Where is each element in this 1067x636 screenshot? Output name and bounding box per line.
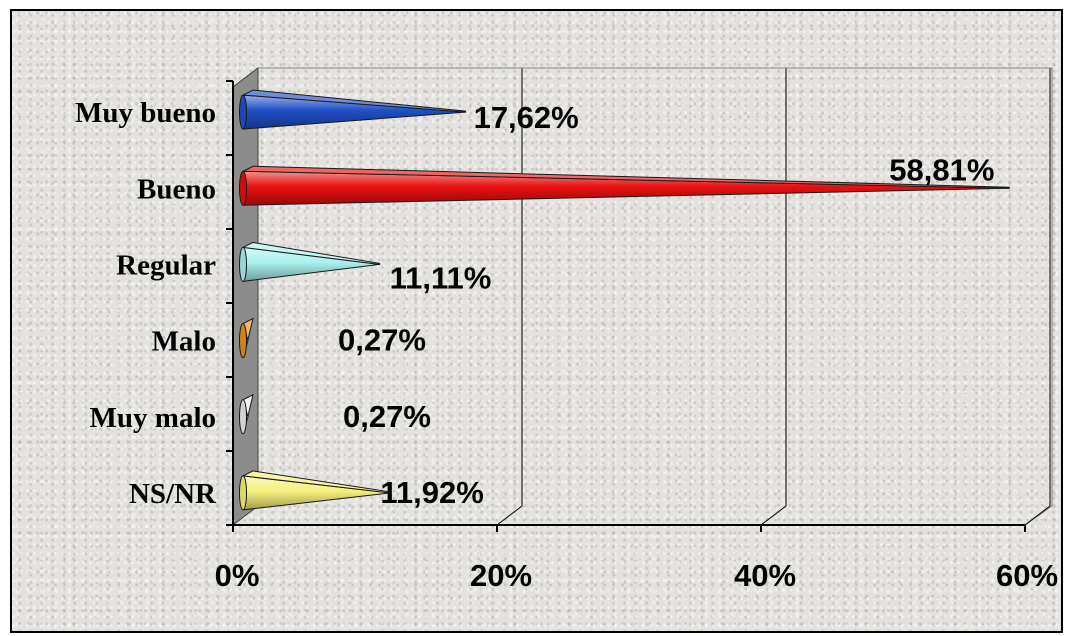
data-label: 11,92%	[380, 475, 483, 510]
x-tick-label: 60%	[996, 558, 1058, 593]
category-label: Muy bueno	[75, 97, 216, 129]
cone-bar-top	[241, 89, 467, 113]
cone-bar-base	[239, 246, 247, 282]
cone-bar-base	[239, 323, 247, 359]
cone-bar-top	[241, 470, 391, 494]
plot-area-outline	[232, 67, 1053, 526]
data-label: 11,11%	[390, 260, 492, 295]
x-tick-label: 40%	[734, 558, 796, 593]
category-label: Muy malo	[90, 402, 216, 434]
chart-frame	[10, 9, 1063, 633]
category-label: Regular	[116, 249, 216, 281]
data-label: 0,27%	[338, 323, 426, 358]
x-tick-label: 20%	[470, 558, 532, 593]
data-label: 58,81%	[889, 152, 994, 187]
cone-bar-base	[239, 399, 247, 435]
side-wall	[232, 66, 259, 527]
gridline-floor	[496, 505, 523, 526]
data-label: 17,62%	[474, 100, 579, 135]
cone-bar-top	[242, 165, 1010, 189]
cone-bar-base	[239, 475, 247, 511]
cone-bar-base	[239, 170, 247, 206]
category-label: NS/NR	[129, 478, 217, 510]
category-label: Bueno	[137, 173, 216, 205]
cone-bar-top	[241, 241, 381, 265]
cone-bar-base	[239, 94, 247, 130]
data-label: 0,27%	[343, 399, 431, 434]
gridline-floor	[760, 505, 787, 526]
x-tick-label: 0%	[215, 558, 260, 593]
category-label: Malo	[152, 326, 216, 358]
gridline-floor	[1024, 505, 1051, 526]
